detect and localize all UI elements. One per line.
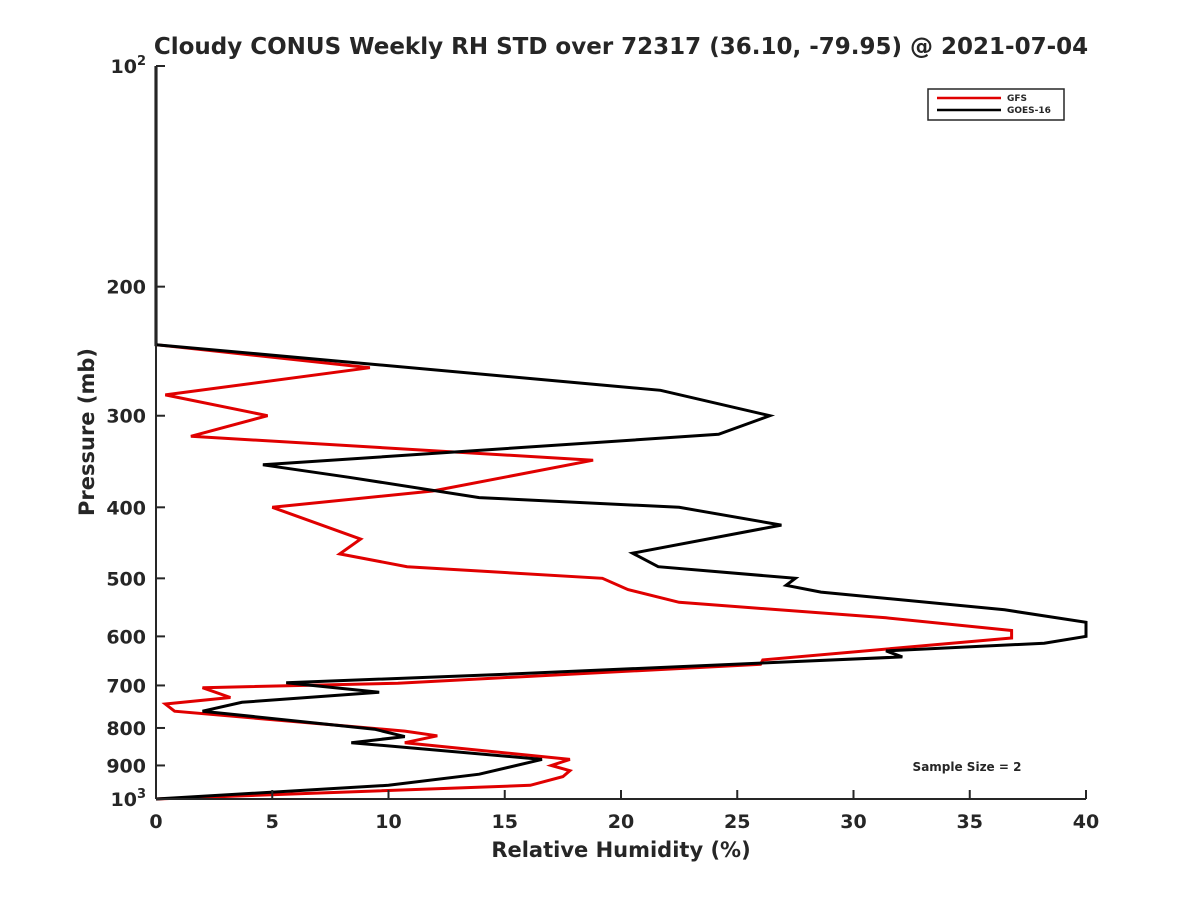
y-tick-label: 200 — [106, 277, 146, 299]
y-tick-label: 103 — [111, 787, 147, 811]
legend-label-gfs: GFS — [1007, 94, 1027, 104]
plot-lines — [154, 66, 1088, 801]
y-tick-label: 500 — [106, 568, 146, 590]
y-tick-label: 900 — [106, 755, 146, 777]
x-tick-label: 40 — [1073, 811, 1099, 833]
y-tick-label: 700 — [106, 675, 146, 697]
series-line-goes16 — [154, 66, 1088, 801]
series-line-gfs — [154, 66, 1014, 801]
x-tick-label: 25 — [724, 811, 750, 833]
y-tick-label: 400 — [106, 497, 146, 519]
legend-label-goes16: GOES-16 — [1007, 106, 1051, 116]
y-tick-label: 800 — [106, 718, 146, 740]
legend-box — [927, 88, 1065, 121]
x-tick-label: 20 — [608, 811, 634, 833]
y-tick-label: 300 — [106, 406, 146, 428]
x-tick-label: 0 — [149, 811, 162, 833]
x-tick-label: 30 — [840, 811, 866, 833]
x-tick-label: 15 — [492, 811, 518, 833]
x-tick-label: 5 — [266, 811, 279, 833]
y-tick-label: 102 — [111, 54, 147, 78]
y-axis-label: Pressure (mb) — [75, 348, 99, 516]
x-tick-label: 10 — [375, 811, 401, 833]
legend: GFS GOES-16 — [927, 88, 1065, 121]
chart-title: Cloudy CONUS Weekly RH STD over 72317 (3… — [154, 34, 1088, 60]
sample-size-annotation: Sample Size = 2 — [913, 760, 1022, 774]
x-ticks: 0 5 10 15 20 25 30 35 40 — [149, 790, 1099, 833]
x-tick-label: 35 — [957, 811, 983, 833]
y-tick-label: 600 — [106, 626, 146, 648]
x-axis-label: Relative Humidity (%) — [491, 838, 750, 862]
y-ticks: 102 200 300 400 500 600 700 800 900 103 — [106, 54, 165, 811]
